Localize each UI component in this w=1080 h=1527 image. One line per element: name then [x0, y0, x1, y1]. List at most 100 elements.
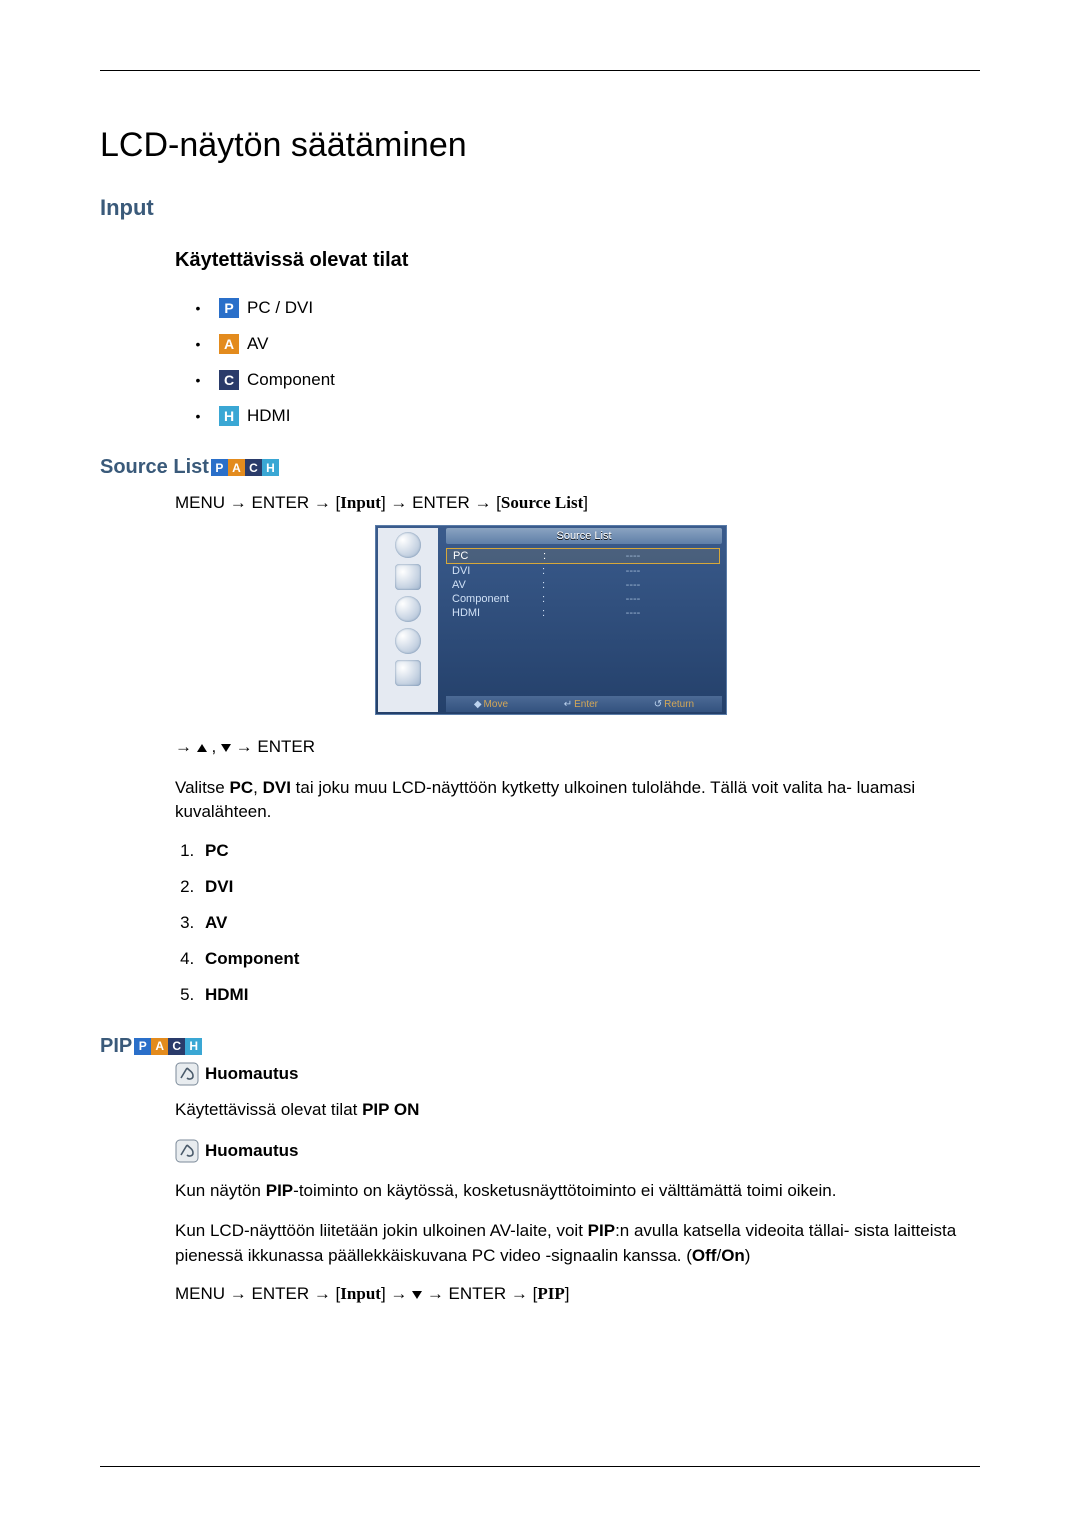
pip-note2-post: -toiminto on käytössä, kosketusnäyttötoi… [293, 1181, 836, 1200]
bullet-icon: • [195, 300, 201, 316]
list-item-label: DVI [205, 877, 233, 896]
note-1-label: Huomautus [205, 1064, 299, 1084]
note-2: Huomautus [175, 1139, 980, 1163]
mode-item: • A AV [195, 334, 980, 354]
badge-p-icon: P [134, 1038, 151, 1055]
source-desc-mid1: , [253, 778, 262, 797]
pip-para-bold3: On [721, 1246, 745, 1265]
menu-path-1-post: ] [583, 493, 588, 512]
osd-icon-4 [395, 628, 421, 654]
bullet-icon: • [195, 336, 201, 352]
mode-badge-a: A [219, 334, 239, 354]
page-title: LCD-näytön säätäminen [100, 126, 980, 165]
badge-p-icon: P [211, 459, 228, 476]
badge-h-icon: H [185, 1038, 202, 1055]
pip-note2-bold: PIP [266, 1181, 293, 1200]
list-item: HDMI [199, 985, 980, 1005]
osd-icon-3 [395, 596, 421, 622]
pip-note2-para: Kun näytön PIP-toiminto on käytössä, kos… [175, 1179, 980, 1204]
source-desc-bold1: PC [230, 778, 254, 797]
osd-row: DVI:---- [446, 564, 720, 578]
menu-path-1-serif1: Input [340, 493, 381, 512]
menu-path-1-pre: MENU → ENTER → [ [175, 493, 340, 512]
osd-footer-enter: ↵Enter [564, 699, 598, 710]
pip-badges: PACH [134, 1038, 202, 1055]
bullet-icon: • [195, 372, 201, 388]
badge-h-icon: H [262, 459, 279, 476]
input-heading: Input [100, 195, 980, 221]
osd-screenshot: Source List PC:----DVI:----AV:----Compon… [375, 525, 727, 715]
osd-row: HDMI:---- [446, 606, 720, 620]
source-list-heading: Source List PACH [100, 456, 980, 479]
menu-path-2: MENU → ENTER → [Input] → → ENTER → [PIP] [175, 1284, 980, 1304]
list-item-label: AV [205, 913, 227, 932]
mode-label: PC / DVI [247, 298, 313, 318]
pip-para-bold1: PIP [588, 1221, 615, 1240]
arrow-enter: → , → ENTER [175, 735, 980, 760]
pip-heading: PIPPACH [100, 1035, 980, 1058]
note-icon-2 [175, 1139, 199, 1163]
badge-a-icon: A [228, 459, 245, 476]
badge-c-icon: C [245, 459, 262, 476]
bullet-icon: • [195, 408, 201, 424]
pip-modes-bold: PIP ON [362, 1100, 419, 1119]
modes-heading: Käytettävissä olevat tilat [175, 249, 980, 272]
mode-label: Component [247, 370, 335, 390]
mode-badge-c: C [219, 370, 239, 390]
source-desc: Valitse PC, DVI tai joku muu LCD-näyttöö… [175, 776, 980, 825]
osd-row: Component:---- [446, 592, 720, 606]
note-2-label: Huomautus [205, 1141, 299, 1161]
pip-note2-pre: Kun näytön [175, 1181, 266, 1200]
menu-path-1-serif2: Source List [501, 493, 583, 512]
source-list-badges: PACH [211, 459, 279, 476]
menu-path-1-mid: ] → ENTER → [ [381, 493, 501, 512]
mode-item: • C Component [195, 370, 980, 390]
badge-c-icon: C [168, 1038, 185, 1055]
pip-heading-text: PIP [100, 1035, 132, 1058]
osd-list: PC:----DVI:----AV:----Component:----HDMI… [446, 548, 720, 620]
list-item: PC [199, 841, 980, 861]
bottom-rule [100, 1466, 980, 1467]
menu-path-2-serif1: Input [340, 1284, 381, 1303]
menu-path-2-serif2: PIP [537, 1284, 564, 1303]
mode-list: • P PC / DVI • A AV • C Component • H HDMI [195, 298, 980, 426]
top-rule [100, 70, 980, 71]
source-list-heading-text: Source List [100, 456, 209, 479]
mode-badge-p: P [219, 298, 239, 318]
pip-para-bold2: Off [692, 1246, 717, 1265]
pip-para-post: ) [745, 1246, 751, 1265]
list-item-label: PC [205, 841, 229, 860]
osd-footer-move: ◆Move [474, 699, 508, 710]
osd-icon-5 [395, 660, 421, 686]
mode-badge-h: H [219, 406, 239, 426]
osd-row: PC:---- [446, 548, 720, 564]
pip-modes-pre: Käytettävissä olevat tilat [175, 1100, 362, 1119]
badge-a-icon: A [151, 1038, 168, 1055]
list-item: Component [199, 949, 980, 969]
source-desc-bold2: DVI [263, 778, 291, 797]
menu-path-2-pre: MENU → ENTER → [ [175, 1284, 340, 1303]
note-1: Huomautus [175, 1062, 980, 1086]
menu-path-2-post: ] [565, 1284, 570, 1303]
list-item-label: Component [205, 949, 299, 968]
osd-icon-2 [395, 564, 421, 590]
list-item: AV [199, 913, 980, 933]
mode-label: AV [247, 334, 268, 354]
osd-topbar: Source List [446, 528, 722, 544]
source-desc-pre: Valitse [175, 778, 230, 797]
mode-item: • H HDMI [195, 406, 980, 426]
pip-modes-line: Käytettävissä olevat tilat PIP ON [175, 1098, 980, 1123]
menu-path-1: MENU → ENTER → [Input] → ENTER → [Source… [175, 493, 980, 513]
list-item-label: HDMI [205, 985, 248, 1004]
pip-para: Kun LCD-näyttöön liitetään jokin ulkoine… [175, 1219, 980, 1268]
osd-footer-return: ↺Return [654, 699, 694, 710]
pip-para-pre: Kun LCD-näyttöön liitetään jokin ulkoine… [175, 1221, 588, 1240]
mode-label: HDMI [247, 406, 290, 426]
numbered-list: PC DVI AV Component HDMI [175, 841, 980, 1005]
mode-item: • P PC / DVI [195, 298, 980, 318]
osd-footer: ◆Move ↵Enter ↺Return [446, 696, 722, 712]
osd-icon-1 [395, 532, 421, 558]
osd-sidebar [378, 528, 438, 712]
osd-row: AV:---- [446, 578, 720, 592]
list-item: DVI [199, 877, 980, 897]
